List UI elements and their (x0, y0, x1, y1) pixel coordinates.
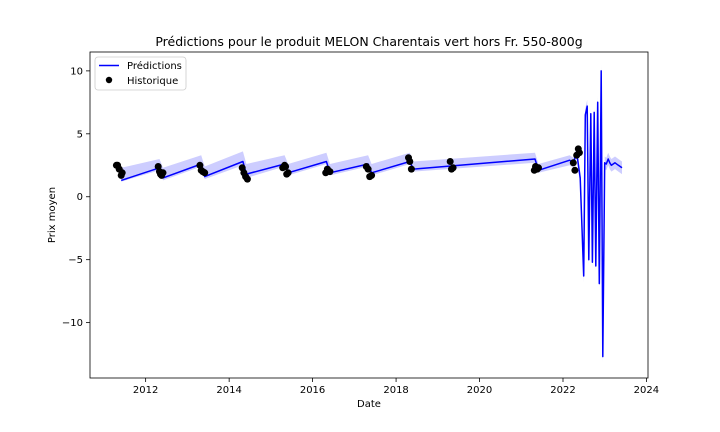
y-axis-label: Prix moyen (47, 187, 58, 243)
historique-point (326, 168, 334, 176)
historique-point (118, 169, 126, 177)
historique-point (243, 175, 251, 183)
y-tick-label: 10 (70, 66, 83, 77)
x-tick-label: 2018 (383, 385, 408, 396)
x-axis-label: Date (357, 399, 381, 410)
y-tick-label: 0 (77, 192, 83, 203)
y-axis-ticks: 10 5 0 −5 −10 (62, 66, 90, 329)
predictions-line (120, 70, 623, 358)
y-tick-label: −10 (62, 318, 83, 329)
chart-title: Prédictions pour le produit MELON Charen… (155, 34, 582, 49)
historique-point (201, 169, 209, 177)
historique-point (407, 165, 415, 173)
legend: Prédictions Historique (94, 56, 187, 91)
x-tick-label: 2012 (133, 385, 158, 396)
legend-historique-marker (105, 76, 113, 84)
x-tick-label: 2022 (550, 385, 575, 396)
historique-point (364, 165, 372, 173)
historique-point (284, 169, 292, 177)
plot-frame (89, 51, 649, 379)
historique-point (569, 159, 577, 167)
historique-point (575, 149, 583, 157)
y-tick-label: −5 (68, 255, 83, 266)
confidence-band-layer (121, 64, 622, 363)
historique-point (535, 164, 542, 172)
historique-points-layer (112, 145, 583, 183)
x-tick-label: 2020 (467, 385, 492, 396)
x-axis-ticks: 2012 2014 2016 2018 2020 2022 2024 (133, 378, 659, 396)
historique-point (406, 158, 414, 165)
x-tick-label: 2016 (300, 385, 325, 396)
historique-point (159, 169, 167, 177)
historique-point (446, 158, 454, 165)
legend-predictions-label: Prédictions (127, 60, 182, 72)
x-tick-label: 2024 (634, 385, 659, 396)
historique-point (282, 163, 290, 170)
confidence-band (121, 64, 622, 363)
predictions-line-layer (120, 70, 623, 358)
legend-historique-label: Historique (127, 76, 178, 87)
historique-point (449, 164, 457, 172)
historique-point (368, 171, 376, 179)
y-tick-label: 5 (77, 129, 83, 140)
x-tick-label: 2014 (216, 385, 241, 396)
historique-point (571, 166, 579, 174)
